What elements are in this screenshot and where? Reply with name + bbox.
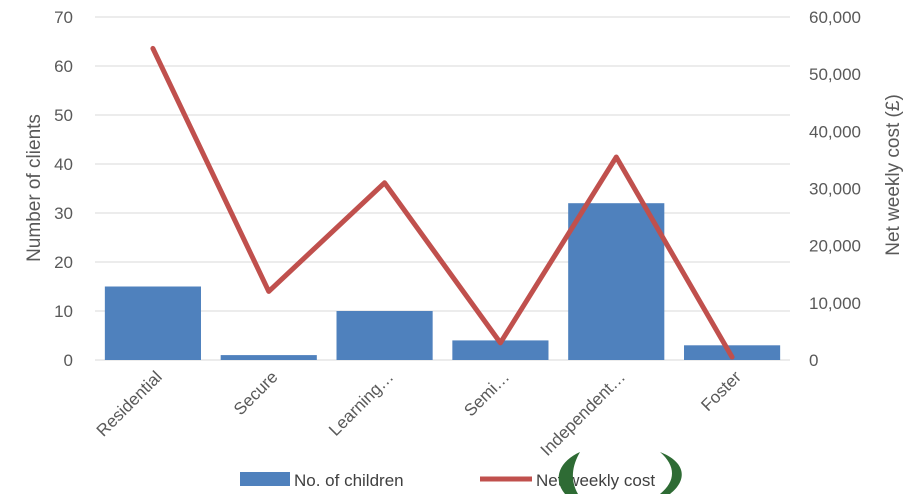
line-series <box>150 45 735 360</box>
green-curved-arrow-right <box>660 452 682 494</box>
bar <box>220 355 317 360</box>
x-tick-label: Independent… <box>537 367 629 459</box>
bar <box>336 311 433 360</box>
y2-tick-label: 30,000 <box>809 180 861 199</box>
category-labels: Residential Secure Learning… Semi… Independe… <box>93 367 745 460</box>
y-tick-label: 30 <box>54 204 73 223</box>
x-tick-label: Learning… <box>325 367 397 439</box>
y-tick-label: 20 <box>54 253 73 272</box>
x-tick-label: Secure <box>230 367 282 419</box>
legend: No. of children Net weekly cost <box>240 471 655 490</box>
x-tick-label: Foster <box>697 367 745 415</box>
bar-series <box>104 203 781 360</box>
y-tick-label: 70 <box>54 8 73 27</box>
legend-label-bars: No. of children <box>294 471 404 490</box>
right-axis-ticks: 0 10,000 20,000 30,000 40,000 50,000 60,000 <box>809 8 861 370</box>
y-tick-label: 10 <box>54 302 73 321</box>
legend-label-line: Net weekly cost <box>536 471 655 490</box>
green-curved-arrow-left <box>558 452 580 494</box>
bar <box>104 286 201 360</box>
y2-tick-label: 0 <box>809 351 818 370</box>
x-tick-label: Semi… <box>460 367 513 420</box>
bar <box>568 203 665 360</box>
y2-tick-label: 10,000 <box>809 294 861 313</box>
legend-swatch-bars <box>240 472 290 486</box>
y2-tick-label: 60,000 <box>809 8 861 27</box>
left-axis-ticks: 0 10 20 30 40 50 60 70 <box>54 8 73 370</box>
bar <box>452 340 549 360</box>
y-tick-label: 50 <box>54 106 73 125</box>
annotation-arrows <box>558 452 682 494</box>
y2-axis-title: Net weekly cost (£) <box>883 94 904 256</box>
y-axis-title: Number of clients <box>24 114 45 262</box>
x-tick-label: Residential <box>93 367 166 440</box>
y2-tick-label: 50,000 <box>809 65 861 84</box>
cost-line <box>150 45 735 360</box>
y2-tick-label: 20,000 <box>809 237 861 256</box>
y-tick-label: 0 <box>64 351 73 370</box>
y-tick-label: 40 <box>54 155 73 174</box>
y-tick-label: 60 <box>54 57 73 76</box>
y2-tick-label: 40,000 <box>809 122 861 141</box>
